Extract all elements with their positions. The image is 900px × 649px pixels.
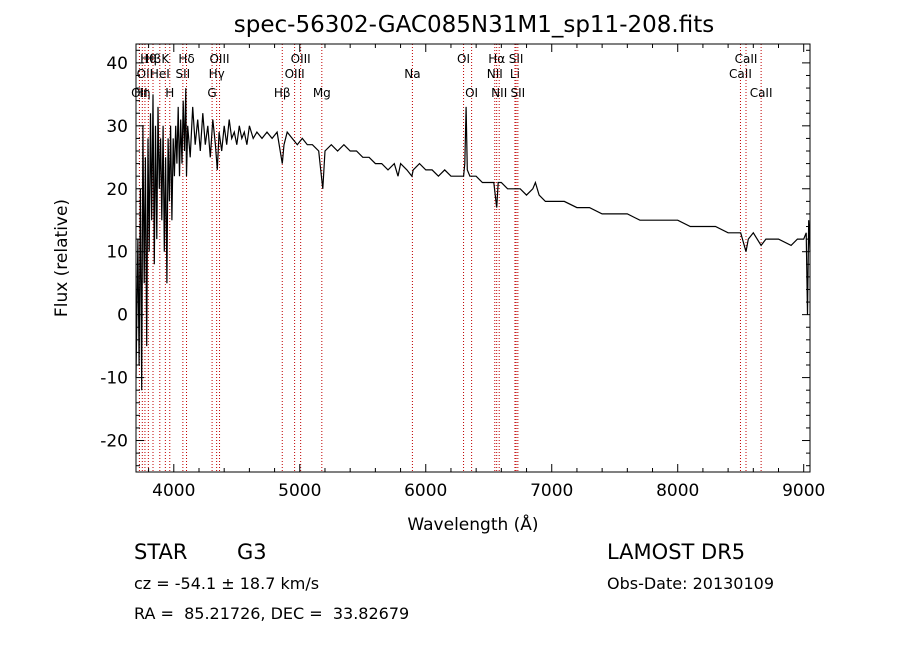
line-marker-label: Hδ — [178, 52, 194, 66]
line-marker-label: Hη — [134, 86, 151, 100]
line-marker-label: NII — [491, 86, 507, 100]
survey-name: LAMOST DR5 — [607, 540, 746, 564]
x-axis-label: Wavelength (Å) — [407, 513, 538, 535]
y-tick-label: 20 — [106, 180, 128, 200]
x-tick-label: 8000 — [656, 481, 699, 501]
y-axis-label: Flux (relative) — [52, 199, 72, 317]
line-marker-label: Hγ — [209, 67, 225, 81]
x-tick-label: 5000 — [278, 481, 321, 501]
y-tick-label: -10 — [100, 369, 128, 389]
line-marker-label: OI — [457, 52, 470, 66]
line-marker-label: NII — [487, 67, 503, 81]
x-axis: 4000 5000 6000 7000 8000 9000 — [148, 44, 825, 501]
spectrum-line — [135, 88, 811, 391]
object-type: STAR — [134, 540, 188, 564]
line-marker-label: OII — [137, 67, 154, 81]
observation-date: Obs-Date: 20130109 — [607, 574, 775, 593]
x-tick-label: 6000 — [404, 481, 447, 501]
line-marker-label: Mg — [313, 86, 331, 100]
spectral-line-markers: OIIHηOIIHθHβHeIKHSIIHδGHγOIIIHβOIIIOIIIM… — [131, 44, 773, 472]
line-marker-label: Hθ — [140, 52, 156, 66]
object-subclass: G3 — [237, 540, 267, 564]
line-marker-label: HeI — [150, 67, 170, 81]
x-tick-label: 4000 — [152, 481, 195, 501]
line-marker-label: G — [207, 86, 216, 100]
coordinates: RA = 85.21726, DEC = 33.82679 — [134, 604, 410, 623]
redshift-velocity: cz = -54.1 ± 18.7 km/s — [134, 574, 320, 593]
spectrum-series — [135, 88, 811, 391]
y-tick-label: 40 — [106, 54, 128, 74]
y-tick-label: 0 — [117, 306, 128, 326]
x-tick-label: 7000 — [530, 481, 573, 501]
line-marker-label: OII — [131, 86, 148, 100]
y-tick-label: -20 — [100, 432, 128, 452]
y-tick-label: 30 — [106, 117, 128, 137]
y-axis: -20 -10 0 10 20 30 40 — [100, 49, 810, 467]
line-marker-label: K — [161, 52, 170, 66]
line-marker-label: Li — [510, 67, 520, 81]
line-marker-label: OIII — [209, 52, 229, 66]
line-marker-label: Na — [404, 67, 420, 81]
line-marker-label: H — [165, 86, 174, 100]
line-marker-label: Hβ — [145, 52, 162, 66]
y-tick-label: 10 — [106, 243, 128, 263]
line-marker-label: SII — [510, 86, 525, 100]
line-marker-label: SII — [509, 52, 524, 66]
chart-title: spec-56302-GAC085N31M1_sp11-208.fits — [234, 12, 714, 38]
line-marker-label: Hα — [488, 52, 505, 66]
line-marker-label: CaII — [729, 67, 752, 81]
line-marker-label: OI — [465, 86, 478, 100]
line-marker-label: CaII — [735, 52, 758, 66]
plot-frame — [135, 43, 811, 473]
x-tick-label: 9000 — [782, 481, 825, 501]
line-marker-label: OIII — [285, 67, 305, 81]
line-marker-label: OIII — [291, 52, 311, 66]
line-marker-label: CaII — [750, 86, 773, 100]
line-marker-label: Hβ — [274, 86, 291, 100]
line-marker-label: SII — [176, 67, 191, 81]
